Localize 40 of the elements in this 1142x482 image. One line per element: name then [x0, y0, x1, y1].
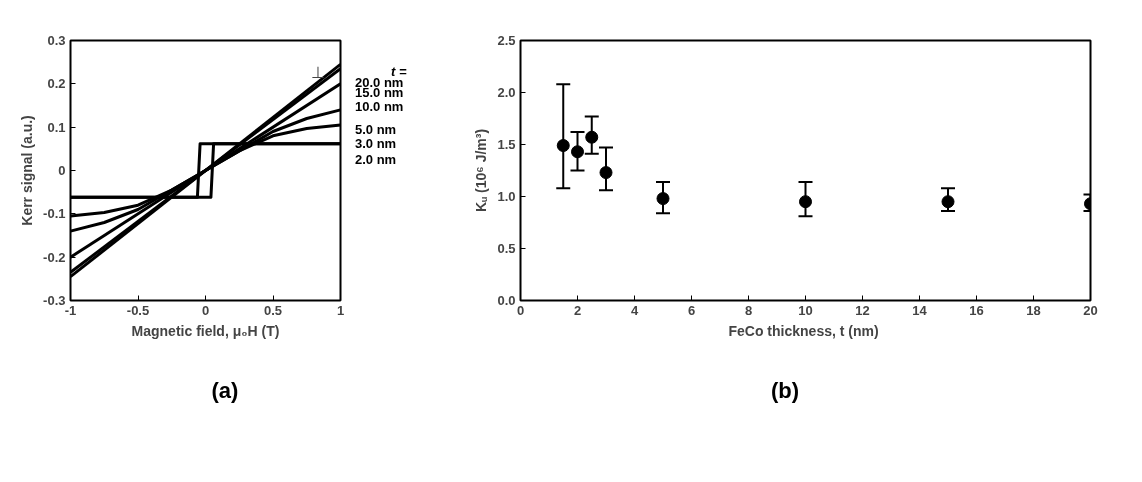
y-tick-label: 0.3: [47, 33, 66, 48]
series-label: 10.0 nm: [355, 98, 404, 114]
y-axis-title: Kerr signal (a.u.): [19, 115, 36, 226]
x-tick-label: 18: [1026, 302, 1041, 318]
series-label: 5.0 nm: [355, 122, 397, 138]
y-tick-label: 2.5: [497, 33, 516, 48]
x-axis-title: Magnetic field, μ₀H (T): [131, 322, 280, 339]
y-tick-label: 0.1: [47, 119, 66, 135]
y-tick-label: 1.5: [497, 137, 516, 152]
x-tick-label: 16: [969, 302, 984, 318]
y-axis-title: Kᵤ (10⁶ J/m³): [473, 128, 490, 213]
x-tick-label: 14: [912, 302, 928, 318]
annotation: ⊥: [310, 63, 325, 81]
x-tick-label: 4: [630, 302, 639, 318]
x-tick-label: 0.5: [263, 302, 283, 318]
legend-title: t =: [391, 64, 407, 80]
y-tick-label: 0.0: [497, 293, 516, 308]
x-tick-label: -0.5: [126, 302, 150, 318]
x-tick-label: 2: [573, 302, 582, 318]
text: (a): [211, 377, 239, 405]
x-tick-label: 10: [798, 302, 813, 318]
y-tick-label: 1.0: [497, 189, 516, 204]
x-tick-label: 20: [1083, 302, 1098, 318]
y-tick-label: -0.3: [43, 293, 66, 308]
series-label: 3.0 nm: [355, 135, 397, 151]
x-tick-label: 0: [201, 302, 210, 318]
x-axis-title: FeCo thickness, t (nm): [728, 322, 879, 339]
y-tick-label: 0.2: [47, 76, 66, 92]
y-tick-label: 0: [58, 163, 66, 178]
y-tick-label: -0.1: [43, 206, 66, 222]
x-tick-label: 6: [687, 302, 696, 318]
y-tick-label: -0.2: [43, 249, 66, 265]
y-tick-label: 2.0: [497, 85, 516, 100]
text: (b): [770, 377, 800, 405]
x-tick-label: 12: [855, 302, 870, 318]
y-tick-label: 0.5: [497, 241, 516, 256]
x-tick-label: 8: [744, 302, 753, 318]
x-tick-label: -1: [64, 302, 77, 318]
x-tick-label: 1: [336, 302, 345, 318]
series-label: 2.0 nm: [355, 152, 397, 168]
